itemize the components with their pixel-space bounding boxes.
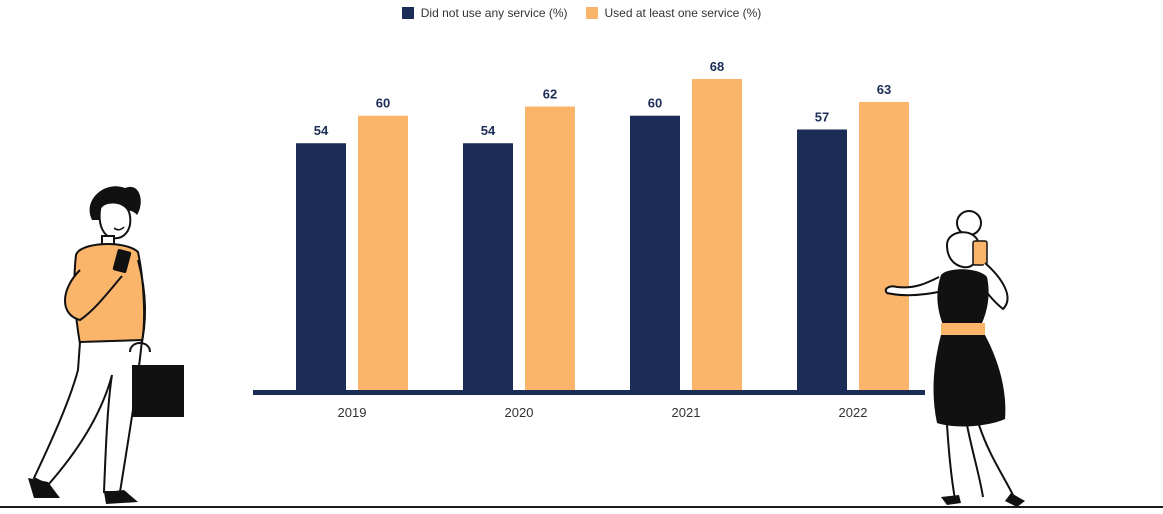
x-tick-label-2021: 2021 (672, 405, 701, 420)
bar-2021-series-1 (692, 79, 742, 391)
legend-label-series-1: Used at least one service (%) (604, 6, 762, 20)
legend-swatch-series-0 (401, 7, 414, 19)
woman-on-phone-icon (884, 210, 1025, 507)
data-label-2020-series-1: 62 (543, 87, 557, 102)
x-axis-line (253, 390, 925, 395)
x-tick-label-2020: 2020 (505, 405, 534, 420)
data-label-2019-series-1: 60 (376, 96, 390, 111)
data-label-2022-series-1: 63 (877, 82, 891, 97)
x-tick-label-2022: 2022 (839, 405, 868, 420)
legend-swatch-series-1 (585, 7, 598, 19)
bar-2022-series-1 (859, 101, 909, 392)
bar-2019-series-0 (296, 143, 346, 391)
bar-2022-series-0 (797, 129, 847, 391)
bar-2020-series-0 (463, 143, 513, 391)
legend-item-series-1: Used at least one service (%) (585, 6, 762, 20)
bar-2021-series-0 (630, 115, 680, 392)
bar-2019-series-1 (358, 115, 408, 392)
data-label-2021-series-0: 60 (648, 96, 662, 111)
data-label-2022-series-0: 57 (815, 109, 829, 124)
legend-label-series-0: Did not use any service (%) (420, 6, 568, 20)
data-label-2019-series-0: 54 (314, 123, 329, 138)
data-label-2020-series-0: 54 (481, 123, 496, 138)
legend-item-series-0: Did not use any service (%) (401, 6, 568, 20)
ground-line (0, 506, 1163, 508)
chart-legend: Did not use any service (%) Used at leas… (0, 6, 1163, 20)
man-with-phone-and-bag-icon (28, 186, 184, 504)
x-tick-label-2019: 2019 (338, 405, 367, 420)
bar-2020-series-1 (525, 106, 575, 391)
data-label-2021-series-1: 68 (710, 59, 724, 74)
